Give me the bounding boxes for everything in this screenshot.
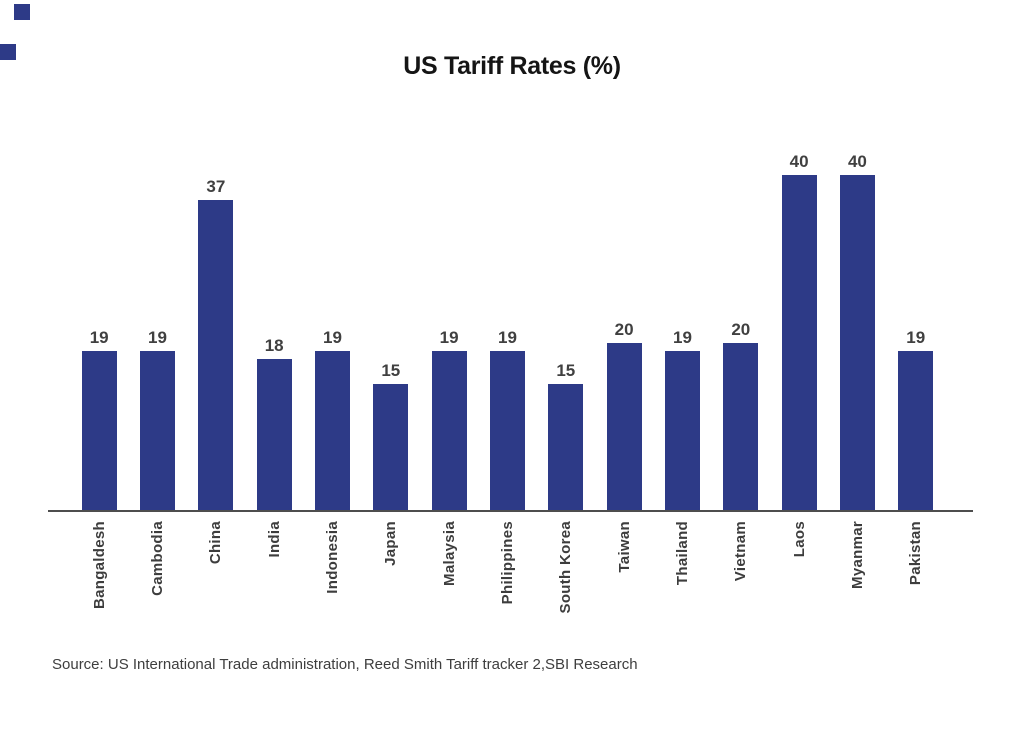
bar-myanmar — [839, 175, 875, 510]
category-cell-cambodia: Cambodia — [128, 512, 186, 627]
category-label: Laos — [790, 521, 808, 558]
bar-malaysia — [431, 351, 467, 510]
bar-value-label: 20 — [614, 320, 634, 339]
bar-value-label: 18 — [264, 336, 284, 355]
bar-cambodia — [139, 351, 175, 510]
category-cell-philippines: Philippines — [478, 512, 536, 627]
bar-value-label: 19 — [672, 328, 692, 347]
bars-container: 19 19 37 18 19 15 19 19 15 20 19 20 40 40 19 — [70, 150, 945, 510]
bar-value-label: 19 — [906, 328, 926, 347]
category-label: South Korea — [557, 521, 575, 614]
bar-column-malaysia: 19 — [420, 150, 478, 510]
category-label: China — [207, 521, 225, 565]
bar-value-label: 15 — [381, 361, 401, 380]
category-label: Bangaldesh — [90, 521, 108, 610]
bar-india — [256, 359, 292, 510]
category-cell-indonesia: Indonesia — [303, 512, 361, 627]
bar-chart: 19 19 37 18 19 15 19 19 15 20 19 20 40 40 19 Bangaldes… — [48, 150, 973, 627]
bar-value-label: 15 — [556, 361, 576, 380]
bar-value-label: 19 — [439, 328, 459, 347]
category-label: Taiwan — [615, 521, 633, 573]
bar-value-label: 19 — [148, 328, 167, 347]
category-cell-pakistan: Pakistan — [887, 512, 945, 627]
bar-value-label: 40 — [789, 152, 809, 171]
bar-taiwan — [606, 343, 642, 510]
bar-column-bangaldesh: 19 — [70, 150, 128, 510]
bar-column-south-korea: 15 — [537, 150, 595, 510]
category-cell-india: India — [245, 512, 303, 627]
category-cell-vietnam: Vietnam — [712, 512, 770, 627]
bar-value-label: 19 — [323, 328, 342, 347]
plot-area: 19 19 37 18 19 15 19 19 15 20 19 20 40 40 19 — [48, 150, 973, 512]
category-label: Cambodia — [148, 521, 166, 596]
bar-laos — [781, 175, 817, 510]
category-axis: Bangaldesh Cambodia China India Indonesia Jap… — [70, 512, 945, 627]
category-cell-myanmar: Myanmar — [828, 512, 886, 627]
category-label: Pakistan — [907, 521, 925, 586]
bar-thailand — [664, 351, 700, 510]
bar-column-thailand: 19 — [653, 150, 711, 510]
category-label: Indonesia — [323, 521, 341, 594]
bar-column-pakistan: 19 — [887, 150, 945, 510]
category-label: Thailand — [673, 521, 691, 586]
category-label: India — [265, 521, 283, 558]
bar-value-label: 19 — [498, 328, 517, 347]
category-label: Vietnam — [732, 521, 750, 582]
category-label: Philippines — [498, 521, 516, 605]
bar-value-label: 19 — [89, 328, 109, 347]
category-cell-malaysia: Malaysia — [420, 512, 478, 627]
bar-column-taiwan: 20 — [595, 150, 653, 510]
bar-pakistan — [898, 351, 934, 510]
category-cell-japan: Japan — [362, 512, 420, 627]
bar-column-china: 37 — [187, 150, 245, 510]
corner-decor-square-1 — [14, 4, 30, 20]
bar-column-india: 18 — [245, 150, 303, 510]
corner-decor-square-2 — [0, 44, 16, 60]
category-cell-south-korea: South Korea — [537, 512, 595, 627]
bar-column-japan: 15 — [362, 150, 420, 510]
bar-vietnam — [723, 343, 759, 510]
bar-value-label: 20 — [731, 320, 751, 339]
category-cell-taiwan: Taiwan — [595, 512, 653, 627]
category-cell-bangaldesh: Bangaldesh — [70, 512, 128, 627]
chart-title: US Tariff Rates (%) — [403, 52, 621, 80]
bar-column-cambodia: 19 — [128, 150, 186, 510]
bar-column-vietnam: 20 — [712, 150, 770, 510]
bar-bangaldesh — [81, 351, 117, 510]
bar-china — [198, 200, 234, 510]
bar-column-indonesia: 19 — [303, 150, 361, 510]
category-cell-thailand: Thailand — [653, 512, 711, 627]
bar-south-korea — [548, 384, 584, 510]
bar-value-label: 40 — [847, 152, 867, 171]
bar-column-philippines: 19 — [478, 150, 536, 510]
bar-column-myanmar: 40 — [828, 150, 886, 510]
bar-indonesia — [314, 351, 350, 510]
category-label: Japan — [382, 521, 400, 566]
category-label: Myanmar — [848, 521, 866, 589]
category-label: Malaysia — [440, 521, 458, 586]
bar-philippines — [489, 351, 525, 510]
bar-value-label: 37 — [206, 177, 226, 196]
source-note: Source: US International Trade administr… — [52, 656, 638, 673]
category-cell-china: China — [187, 512, 245, 627]
category-cell-laos: Laos — [770, 512, 828, 627]
bar-column-laos: 40 — [770, 150, 828, 510]
bar-japan — [373, 384, 409, 510]
